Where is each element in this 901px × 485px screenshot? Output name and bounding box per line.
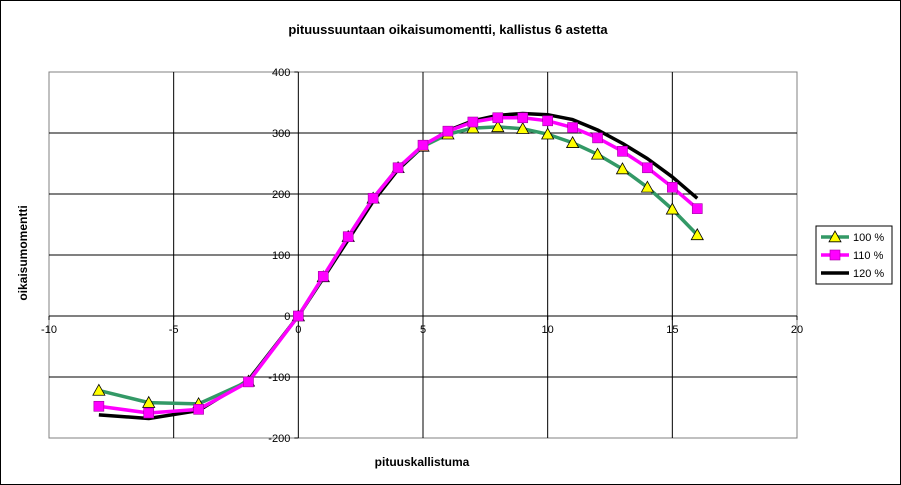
data-point: [367, 192, 379, 204]
axes: [48, 71, 798, 439]
data-point: [590, 147, 605, 160]
legend-marker: [829, 249, 841, 261]
data-point: [617, 146, 628, 157]
legend-label: 100 %: [853, 232, 884, 244]
data-point: [491, 120, 505, 133]
y-tick-label: 100: [272, 250, 290, 262]
data-point: [667, 181, 678, 193]
y-axis-title: oikaisumomentti: [16, 205, 30, 300]
x-tick-label: 20: [791, 324, 803, 336]
chart-title: pituussuuntaan oikaisumomentti, kallistu…: [288, 22, 608, 37]
data-point: [143, 407, 155, 419]
data-point: [293, 310, 304, 322]
data-point: [540, 127, 555, 140]
y-tick-label: 0: [284, 311, 290, 323]
data-point: [492, 112, 504, 124]
data-point: [642, 162, 653, 174]
legend-label: 120 %: [853, 268, 884, 280]
x-tick-label: 0: [295, 324, 301, 336]
y-tick-labels: -200 -100 0 100 200 300 400: [268, 67, 290, 445]
data-point: [690, 228, 704, 241]
data-point: [516, 121, 530, 134]
data-point: [317, 271, 329, 282]
data-point: [466, 121, 480, 134]
series-lines: [92, 111, 704, 421]
data-point: [92, 383, 106, 396]
y-tick-label: 400: [272, 67, 290, 79]
data-point: [565, 135, 580, 148]
grid-lines: [49, 72, 797, 438]
x-tick-label: 10: [542, 324, 554, 336]
x-tick-label: 15: [666, 324, 678, 336]
legend: 100 % 110 % 120 %: [815, 225, 893, 285]
data-point: [342, 231, 354, 242]
y-tick-label: 200: [272, 189, 290, 201]
data-point: [665, 202, 680, 215]
data-point: [517, 112, 529, 124]
y-tick-label: 300: [272, 128, 290, 140]
x-tick-label: -10: [41, 324, 57, 336]
data-point: [592, 132, 603, 144]
x-tick-label: -5: [169, 324, 179, 336]
data-point: [142, 395, 156, 408]
y-tick-label: -100: [268, 372, 290, 384]
data-point: [243, 376, 254, 388]
legend-marker: [828, 230, 842, 243]
data-point: [93, 400, 105, 412]
x-tick-label: 5: [420, 324, 426, 336]
data-point: [691, 203, 703, 214]
data-point: [442, 125, 454, 137]
series-1: [93, 112, 703, 419]
data-point: [417, 139, 429, 151]
data-point: [640, 180, 655, 193]
data-point: [467, 116, 479, 128]
x-axis-title: pituuskallistuma: [375, 455, 470, 469]
legend-label: 110 %: [853, 250, 884, 262]
data-point: [392, 162, 404, 174]
data-point: [542, 115, 553, 127]
data-point: [567, 122, 578, 133]
data-point: [193, 404, 204, 415]
y-tick-label: -200: [268, 433, 290, 445]
data-point: [615, 162, 630, 175]
x-tick-labels: -10 -5 0 5 10 15 20: [41, 324, 803, 336]
